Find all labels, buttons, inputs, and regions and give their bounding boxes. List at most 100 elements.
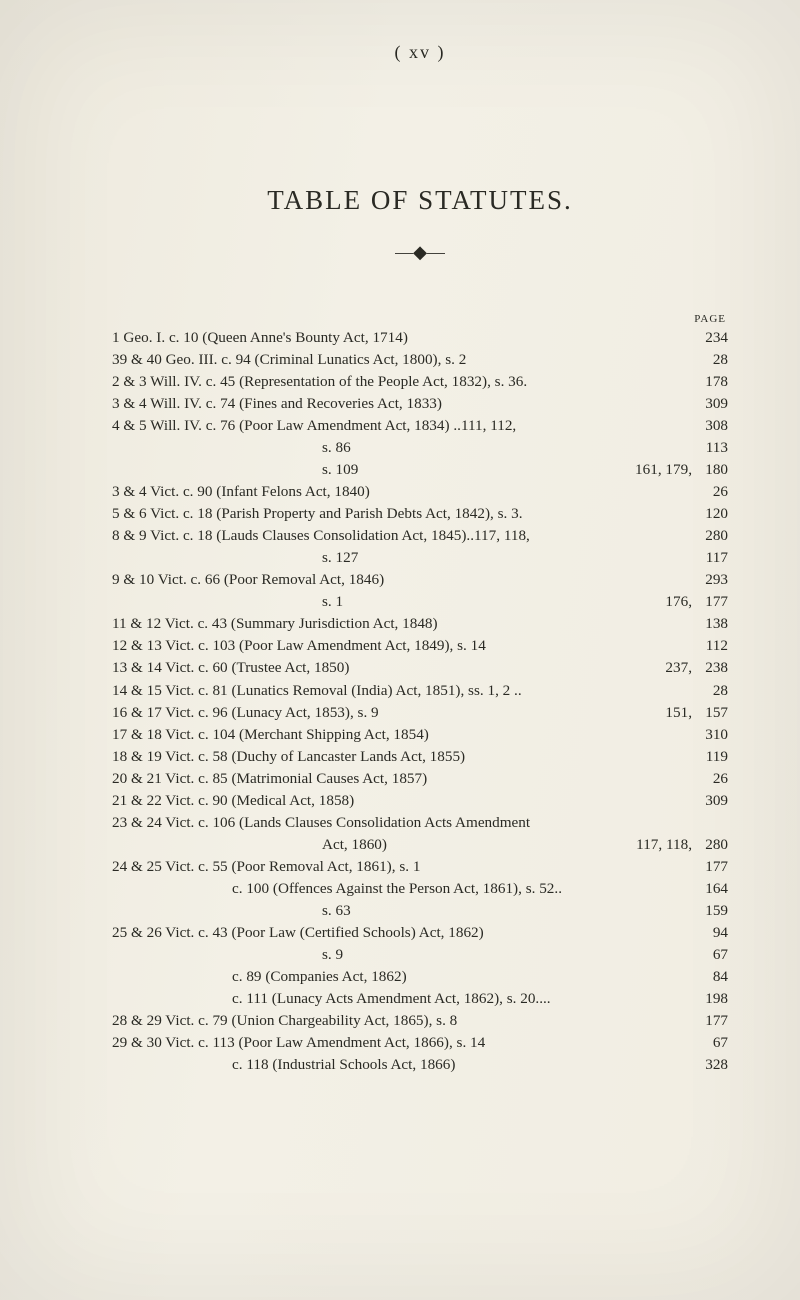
statute-row: s. 127 117 [112, 547, 728, 569]
page-ref: 84 [692, 966, 728, 988]
statute-text: s. 127 [322, 547, 358, 569]
page-ref: 293 [692, 569, 728, 591]
statute-text: 16 & 17 Vict. c. 96 (Lunacy Act, 1853), … [112, 702, 379, 724]
ornament: —◆— [112, 242, 728, 263]
page-ref: 328 [692, 1054, 728, 1076]
statute-row: 8 & 9 Vict. c. 18 (Lauds Clauses Consoli… [112, 525, 728, 547]
page-ref: 94 [692, 922, 728, 944]
statute-text: c. 118 (Industrial Schools Act, 1866) [232, 1054, 455, 1076]
page-ref: 28 [692, 349, 728, 371]
statute-text: 17 & 18 Vict. c. 104 (Merchant Shipping … [112, 724, 429, 746]
statute-text: 28 & 29 Vict. c. 79 (Union Chargeability… [112, 1010, 457, 1032]
page-ref: 138 [692, 613, 728, 635]
page-ref: 177 [692, 591, 728, 613]
page-ref: 26 [692, 481, 728, 503]
statute-text: 29 & 30 Vict. c. 113 (Poor Law Amendment… [112, 1032, 485, 1054]
statute-text: 20 & 21 Vict. c. 85 (Matrimonial Causes … [112, 768, 427, 790]
statute-text: 23 & 24 Vict. c. 106 (Lands Clauses Cons… [112, 812, 530, 834]
statute-row: 21 & 22 Vict. c. 90 (Medical Act, 1858) 3… [112, 790, 728, 812]
page-ref: 177 [692, 856, 728, 878]
statute-text: 2 & 3 Will. IV. c. 45 (Representation of… [112, 371, 527, 393]
statute-text: s. 1 [322, 591, 343, 613]
statute-text: s. 86 [322, 437, 351, 459]
statute-row: 12 & 13 Vict. c. 103 (Poor Law Amendment… [112, 635, 728, 657]
statute-text: 3 & 4 Will. IV. c. 74 (Fines and Recover… [112, 393, 442, 415]
statute-text: c. 111 (Lunacy Acts Amendment Act, 1862)… [232, 988, 551, 1010]
statute-row: Act, 1860) 117, 118, 280 [112, 834, 728, 856]
statute-text: s. 9 [322, 944, 343, 966]
statute-mid-refs: 176, [665, 591, 692, 613]
statute-row: 3 & 4 Vict. c. 90 (Infant Felons Act, 18… [112, 481, 728, 503]
page-ref: 157 [692, 702, 728, 724]
page-ref: 308 [692, 415, 728, 437]
page-ref: 159 [692, 900, 728, 922]
page-ref: 112 [692, 635, 728, 657]
statute-row: 18 & 19 Vict. c. 58 (Duchy of Lancaster … [112, 746, 728, 768]
statute-row: 9 & 10 Vict. c. 66 (Poor Removal Act, 18… [112, 569, 728, 591]
statute-row: 28 & 29 Vict. c. 79 (Union Chargeability… [112, 1010, 728, 1032]
page-ref: 67 [692, 944, 728, 966]
statute-row: 3 & 4 Will. IV. c. 74 (Fines and Recover… [112, 393, 728, 415]
page-ref: 113 [692, 437, 728, 459]
page-ref: 309 [692, 393, 728, 415]
statute-mid-refs: 161, 179, [635, 459, 692, 481]
statute-row: s. 86 113 [112, 437, 728, 459]
statute-text: 11 & 12 Vict. c. 43 (Summary Jurisdictio… [112, 613, 438, 635]
page-ref: 180 [692, 459, 728, 481]
page-ref: 164 [692, 878, 728, 900]
statute-row: 39 & 40 Geo. III. c. 94 (Criminal Lunati… [112, 349, 728, 371]
page-ref: 234 [692, 327, 728, 349]
statute-row: 24 & 25 Vict. c. 55 (Poor Removal Act, 1… [112, 856, 728, 878]
statute-row: s. 63 159 [112, 900, 728, 922]
page-ref: 119 [692, 746, 728, 768]
statute-mid-refs: 151, [665, 702, 692, 724]
statute-row: s. 109 161, 179, 180 [112, 459, 728, 481]
statute-row: 13 & 14 Vict. c. 60 (Trustee Act, 1850) … [112, 657, 728, 679]
page-ref: 26 [692, 768, 728, 790]
statute-row: 29 & 30 Vict. c. 113 (Poor Law Amendment… [112, 1032, 728, 1054]
statute-text: 18 & 19 Vict. c. 58 (Duchy of Lancaster … [112, 746, 465, 768]
page-ref: 198 [692, 988, 728, 1010]
page-ref: 67 [692, 1032, 728, 1054]
page-ref: 177 [692, 1010, 728, 1032]
statute-row: c. 89 (Companies Act, 1862) 84 [112, 966, 728, 988]
statute-text: Act, 1860) [322, 834, 387, 856]
statute-row: 11 & 12 Vict. c. 43 (Summary Jurisdictio… [112, 613, 728, 635]
column-label-page: PAGE [112, 313, 728, 325]
page-ref: 117 [692, 547, 728, 569]
page-ref: 310 [692, 724, 728, 746]
statute-row: 14 & 15 Vict. c. 81 (Lunatics Removal (I… [112, 680, 728, 702]
statute-mid-refs: 117, 118, [636, 834, 692, 856]
statute-text: 1 Geo. I. c. 10 (Queen Anne's Bounty Act… [112, 327, 408, 349]
statute-row: 25 & 26 Vict. c. 43 (Poor Law (Certified… [112, 922, 728, 944]
statute-text: 25 & 26 Vict. c. 43 (Poor Law (Certified… [112, 922, 484, 944]
page-ref: 309 [692, 790, 728, 812]
statute-row: 5 & 6 Vict. c. 18 (Parish Property and P… [112, 503, 728, 525]
statute-text: s. 109 [322, 459, 358, 481]
statute-text: 13 & 14 Vict. c. 60 (Trustee Act, 1850) [112, 657, 349, 679]
statute-row: 20 & 21 Vict. c. 85 (Matrimonial Causes … [112, 768, 728, 790]
statute-text: 24 & 25 Vict. c. 55 (Poor Removal Act, 1… [112, 856, 420, 878]
statute-row: s. 9 67 [112, 944, 728, 966]
page-number-header: ( xv ) [112, 42, 728, 63]
statutes-list: 1 Geo. I. c. 10 (Queen Anne's Bounty Act… [112, 327, 728, 1076]
statute-text: c. 89 (Companies Act, 1862) [232, 966, 407, 988]
statute-row: 23 & 24 Vict. c. 106 (Lands Clauses Cons… [112, 812, 728, 834]
statute-row: 2 & 3 Will. IV. c. 45 (Representation of… [112, 371, 728, 393]
statute-text: 4 & 5 Will. IV. c. 76 (Poor Law Amendmen… [112, 415, 516, 437]
page: ( xv ) TABLE OF STATUTES. —◆— PAGE 1 Geo… [0, 0, 800, 1300]
page-ref: 280 [692, 834, 728, 856]
page-ref: 28 [692, 680, 728, 702]
statute-text: 5 & 6 Vict. c. 18 (Parish Property and P… [112, 503, 523, 525]
statute-row: s. 1 176, 177 [112, 591, 728, 613]
statute-text: 8 & 9 Vict. c. 18 (Lauds Clauses Consoli… [112, 525, 530, 547]
statute-text: 9 & 10 Vict. c. 66 (Poor Removal Act, 18… [112, 569, 384, 591]
statute-text: 21 & 22 Vict. c. 90 (Medical Act, 1858) [112, 790, 354, 812]
statute-text: s. 63 [322, 900, 351, 922]
statute-row: 16 & 17 Vict. c. 96 (Lunacy Act, 1853), … [112, 702, 728, 724]
page-ref: 280 [692, 525, 728, 547]
statute-row: 1 Geo. I. c. 10 (Queen Anne's Bounty Act… [112, 327, 728, 349]
page-ref: 120 [692, 503, 728, 525]
statute-text: c. 100 (Offences Against the Person Act,… [232, 878, 562, 900]
statute-text: 14 & 15 Vict. c. 81 (Lunatics Removal (I… [112, 680, 522, 702]
